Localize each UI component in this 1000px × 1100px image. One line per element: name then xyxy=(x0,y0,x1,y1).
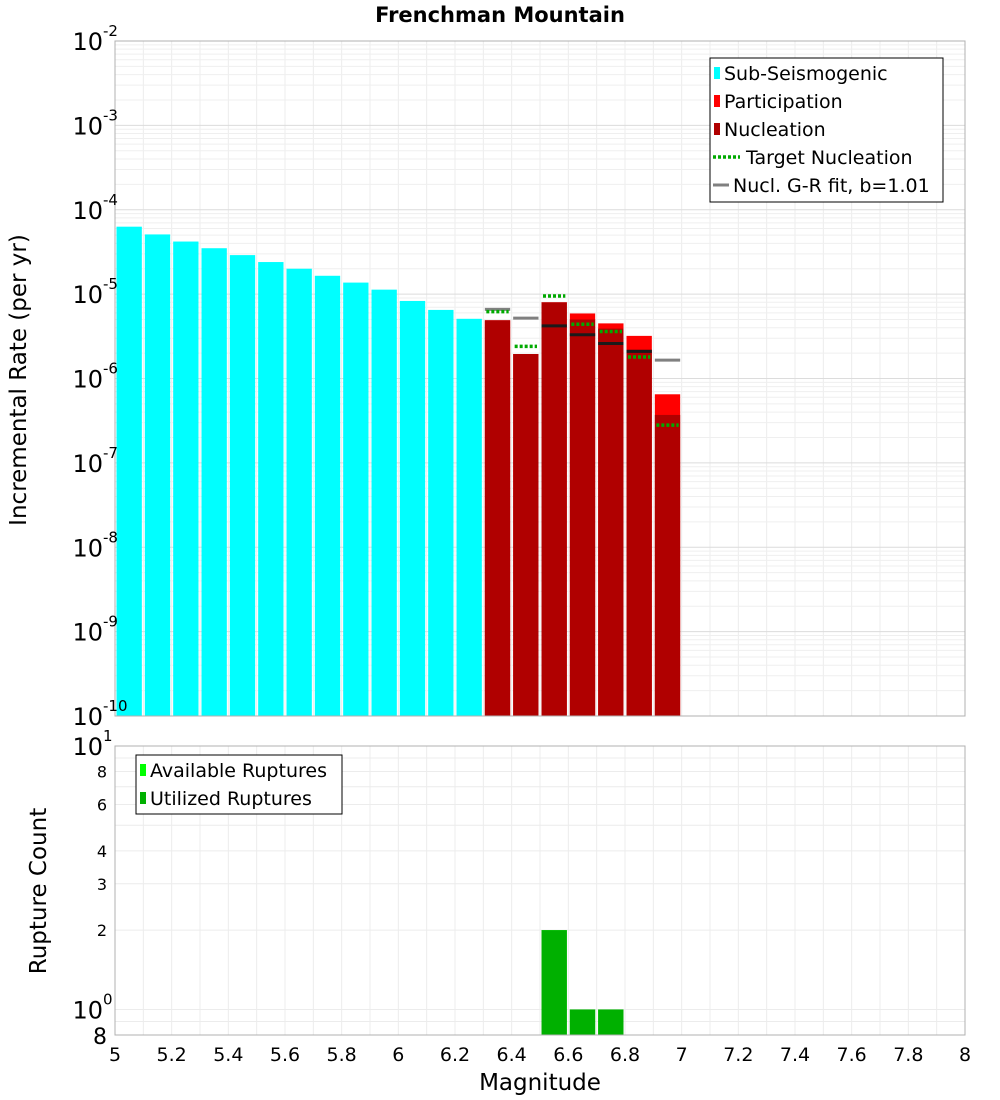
x-tick-label: 6.6 xyxy=(553,1044,583,1066)
x-tick-label: 7.6 xyxy=(837,1044,867,1066)
sub-seismogenic-bar xyxy=(258,262,284,716)
nucleation-bar xyxy=(598,328,624,716)
legend-label: Sub-Seismogenic xyxy=(724,63,888,85)
x-tick-label: 5.6 xyxy=(270,1044,300,1066)
nucleation-bar xyxy=(541,302,567,716)
y-tick-exponent: -6 xyxy=(103,360,118,378)
sub-seismogenic-bar xyxy=(229,255,256,716)
utilized-ruptures-bar xyxy=(569,1009,596,1035)
x-tick-label: 6.4 xyxy=(497,1044,527,1066)
y-tick-label: 3 xyxy=(97,875,107,894)
top-y-tick-labels: 10-210-310-410-510-610-710-810-910-10 xyxy=(72,22,127,731)
y-tick-label: 4 xyxy=(97,842,107,861)
y-tick-label: 10 xyxy=(72,733,103,761)
sub-seismogenic-bar xyxy=(456,318,482,716)
y-tick-label: 10 xyxy=(72,450,103,478)
bottom-plot-frame xyxy=(114,745,966,1036)
nucleation-bar xyxy=(654,414,681,716)
bottom-plot-bars xyxy=(541,930,624,1035)
legend-swatch xyxy=(140,792,146,804)
legend-label: Participation xyxy=(724,91,843,113)
x-tick-labels: 5 5.2 5.4 5.6 5.8 6 6.2 6.4 6.6 6.8 7 7.2 7.4 7.6 7.8 8 xyxy=(109,1044,971,1066)
legend-swatch xyxy=(140,764,146,776)
top-legend: Sub-Seismogenic Participation Nucleation Ta… xyxy=(709,57,944,203)
y-tick-label: 10 xyxy=(72,534,103,562)
x-tick-label: 7.4 xyxy=(780,1044,810,1066)
x-tick-label: 5.2 xyxy=(157,1044,187,1066)
y-tick-label: 2 xyxy=(97,921,107,940)
nucleation-bar xyxy=(484,320,511,716)
y-tick-label: 10 xyxy=(72,619,103,647)
nucleation-bar xyxy=(513,354,539,716)
legend-label: Nucleation xyxy=(724,119,826,141)
utilized-ruptures-bar xyxy=(541,930,567,1035)
x-tick-label: 6.8 xyxy=(610,1044,640,1066)
y-tick-label: 10 xyxy=(72,996,103,1024)
x-tick-label: 8 xyxy=(959,1044,971,1066)
sub-seismogenic-bar xyxy=(399,300,426,716)
top-plot-bars xyxy=(116,226,681,717)
y-tick-exponent: -3 xyxy=(103,106,118,124)
y-tick-label: 10 xyxy=(72,28,103,56)
chart-title: Frenchman Mountain xyxy=(375,3,625,27)
nucleation-bar xyxy=(626,349,652,716)
sub-seismogenic-bar xyxy=(428,309,454,716)
y-tick-exponent: 1 xyxy=(103,727,113,745)
y-tick-label: 6 xyxy=(97,795,107,814)
legend-label: Available Ruptures xyxy=(150,760,327,782)
x-tick-label: 6.2 xyxy=(440,1044,470,1066)
sub-seismogenic-bar xyxy=(371,289,397,716)
y-tick-label: 8 xyxy=(97,763,107,782)
y-tick-exponent: 0 xyxy=(103,990,113,1008)
sub-seismogenic-bar xyxy=(144,234,171,716)
x-tick-label: 7 xyxy=(676,1044,688,1066)
y-tick-label: 10 xyxy=(72,703,103,731)
y-tick-label: 10 xyxy=(72,197,103,225)
y-tick-label: 10 xyxy=(72,281,103,309)
y-tick-exponent: -7 xyxy=(103,444,118,462)
legend-label: Utilized Ruptures xyxy=(150,788,312,810)
legend-swatch xyxy=(714,95,720,107)
nucleation-bar xyxy=(569,319,596,716)
sub-seismogenic-bar xyxy=(314,275,341,716)
sub-seismogenic-bar xyxy=(173,241,199,717)
legend-swatch xyxy=(714,67,720,79)
x-tick-label: 5.4 xyxy=(213,1044,243,1066)
sub-seismogenic-bar xyxy=(343,282,369,716)
bottom-legend-frame xyxy=(135,754,343,815)
top-legend-frame xyxy=(709,57,944,203)
legend-swatch xyxy=(714,123,720,135)
utilized-ruptures-bar xyxy=(598,1009,624,1035)
sub-seismogenic-bar xyxy=(286,268,312,716)
sub-seismogenic-bar xyxy=(116,226,142,716)
y-tick-exponent: -4 xyxy=(103,191,118,209)
y-tick-exponent: -10 xyxy=(103,697,128,715)
top-plot-frame xyxy=(114,40,966,717)
x-tick-label: 6 xyxy=(392,1044,404,1066)
y-tick-exponent: -9 xyxy=(103,613,118,631)
x-tick-label: 5 xyxy=(109,1044,121,1066)
y-tick-exponent: -8 xyxy=(103,528,118,546)
y-tick-label: 10 xyxy=(72,366,103,394)
y-tick-label: 8 xyxy=(93,1025,107,1050)
x-axis-label: Magnitude xyxy=(479,1070,601,1096)
x-tick-label: 7.2 xyxy=(723,1044,753,1066)
bottom-y-axis-label: Rupture Count xyxy=(26,808,52,974)
x-tick-label: 7.8 xyxy=(893,1044,923,1066)
bottom-legend: Available Ruptures Utilized Ruptures xyxy=(135,754,343,815)
legend-label: Nucl. G-R fit, b=1.01 xyxy=(733,175,930,197)
y-tick-exponent: -2 xyxy=(103,22,118,40)
sub-seismogenic-bar xyxy=(201,248,227,717)
x-tick-label: 5.8 xyxy=(327,1044,357,1066)
y-tick-exponent: -5 xyxy=(103,275,118,293)
top-y-axis-label: Incremental Rate (per yr) xyxy=(6,234,32,526)
legend-label: Target Nucleation xyxy=(745,147,913,169)
y-tick-label: 10 xyxy=(72,112,103,140)
